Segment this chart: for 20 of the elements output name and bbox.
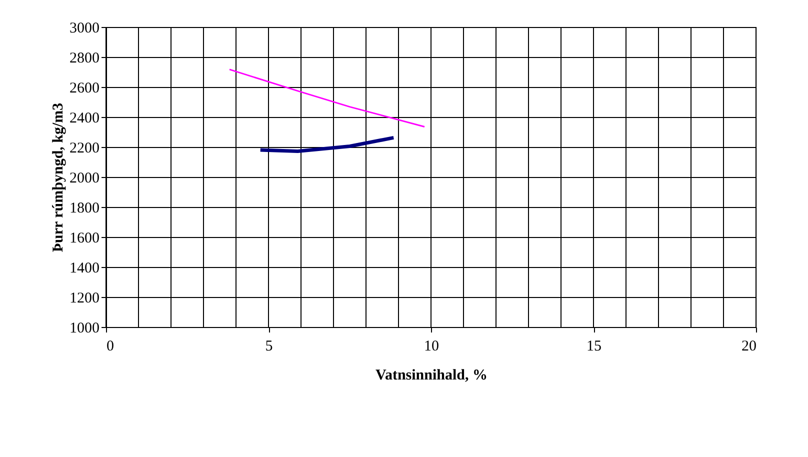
y-tick-label: 1800 [70, 200, 100, 216]
y-tick-label: 2000 [70, 170, 100, 186]
y-tick-label: 3000 [70, 20, 100, 36]
x-tick-label: 5 [265, 338, 273, 354]
line-series [258, 136, 396, 153]
y-tick-label: 1600 [70, 230, 100, 246]
x-axis-title: Vatnsinnihald, % [375, 368, 488, 384]
x-tick-label: 10 [424, 338, 439, 354]
y-tick-label: 2400 [70, 110, 100, 126]
x-tick-label: 0 [106, 338, 114, 354]
y-axis-title: Þurr rúmþyngd, kg/m3 [50, 102, 66, 252]
x-tick-label: 15 [586, 338, 602, 354]
y-tick-label: 1000 [70, 320, 100, 336]
x-tick-label: 20 [742, 338, 756, 354]
y-tick-label: 2200 [70, 140, 100, 156]
y-tick-label: 2800 [70, 50, 100, 66]
y-tick-label: 1400 [70, 260, 100, 276]
y-tick-label: 2600 [70, 80, 100, 96]
line-series [228, 68, 426, 128]
y-tick-label: 1200 [70, 290, 100, 306]
